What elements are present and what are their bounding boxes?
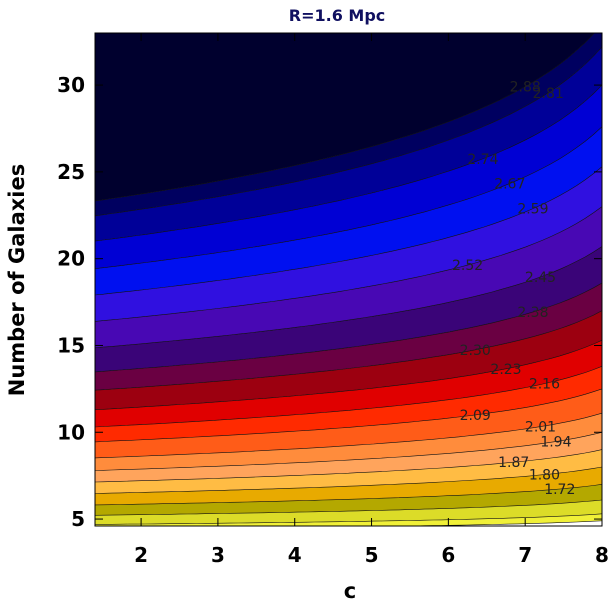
contour-line <box>95 432 602 471</box>
contour-label: 2.23 <box>490 362 521 378</box>
contour-label: 1.72 <box>544 482 575 498</box>
contour-band <box>95 413 602 471</box>
y-tick-label: 15 <box>57 333 85 357</box>
contour-band <box>95 33 595 201</box>
chart-title: R=1.6 Mpc <box>289 6 386 25</box>
contour-line <box>95 46 602 217</box>
contour-line <box>95 166 602 296</box>
contour-band <box>95 85 602 269</box>
contour-band <box>95 310 602 410</box>
contour-band <box>95 126 602 295</box>
contour-line <box>95 33 595 202</box>
contour-line <box>95 206 602 322</box>
contour-label: 2.30 <box>460 343 491 359</box>
contour-line <box>95 449 602 483</box>
x-tick-label: 5 <box>365 543 379 567</box>
contour-label: 1.80 <box>529 468 560 484</box>
x-tick-label: 4 <box>288 543 302 567</box>
contour-label: 1.87 <box>498 455 529 471</box>
contour-band <box>95 340 602 427</box>
contour-labels: 2.882.81 2.74 2.67 2.59 2.52 2.45 2.38 2.30 2.23… <box>452 80 575 498</box>
contour-band <box>95 467 602 505</box>
contour-line <box>95 340 602 410</box>
y-tick-label: 20 <box>57 247 85 271</box>
contour-line <box>95 499 602 516</box>
contour-label: 2.01 <box>525 420 556 436</box>
contour-line <box>95 513 602 525</box>
y-tick-label: 30 <box>57 73 85 97</box>
contour-band <box>95 366 602 442</box>
x-tick-label: 3 <box>211 543 225 567</box>
contour-lines <box>95 33 602 526</box>
x-tick-label: 8 <box>595 543 609 567</box>
contour-label: 2.45 <box>525 270 556 286</box>
contour-line <box>95 126 602 269</box>
contour-label: 2.81 <box>533 86 564 102</box>
contour-line <box>95 310 602 391</box>
contour-line <box>95 84 602 242</box>
plot-frame <box>94 32 603 527</box>
contour-label: 2.38 <box>517 305 548 321</box>
contour-band <box>95 500 602 525</box>
contour-band <box>95 206 602 348</box>
contour-label: 2.52 <box>452 258 483 274</box>
x-tick-label: 7 <box>518 543 532 567</box>
contour-band <box>95 513 602 526</box>
contour-band <box>95 283 602 391</box>
contour-band <box>95 33 602 216</box>
contour-label: 2.74 <box>467 152 498 168</box>
contour-label: 2.67 <box>494 177 525 193</box>
y-tick-label: 10 <box>57 420 85 444</box>
contour-line <box>95 366 602 428</box>
x-axis-title: c <box>344 579 356 603</box>
contour-line <box>95 466 602 494</box>
contour-band <box>95 388 602 458</box>
y-axis-title: Number of Galaxies <box>5 164 29 397</box>
contour-band <box>95 484 602 516</box>
y-axis-ticks: 5 10 15 20 25 30 <box>57 73 602 531</box>
contour-label: 1.94 <box>540 435 571 451</box>
contour-line <box>95 484 602 506</box>
contour-label: 2.16 <box>529 377 560 393</box>
contour-line <box>95 246 602 349</box>
x-tick-label: 2 <box>134 543 148 567</box>
x-tick-label: 6 <box>441 543 455 567</box>
contour-line <box>95 282 602 373</box>
contour-label: 2.09 <box>460 408 491 424</box>
contour-band <box>95 246 602 372</box>
contour-band <box>95 166 602 322</box>
y-tick-label: 25 <box>57 160 85 184</box>
x-axis-ticks: 2 3 4 5 6 7 8 <box>134 33 609 567</box>
contour-band <box>95 449 602 494</box>
contour-bands <box>95 33 602 526</box>
contour-band <box>95 432 602 482</box>
contour-line <box>95 388 602 443</box>
y-tick-label: 5 <box>71 507 85 531</box>
contour-line <box>386 520 602 526</box>
contour-band <box>95 46 602 242</box>
contour-line <box>95 412 602 459</box>
contour-label: 2.59 <box>517 202 548 218</box>
contour-label: 2.88 <box>510 80 541 96</box>
